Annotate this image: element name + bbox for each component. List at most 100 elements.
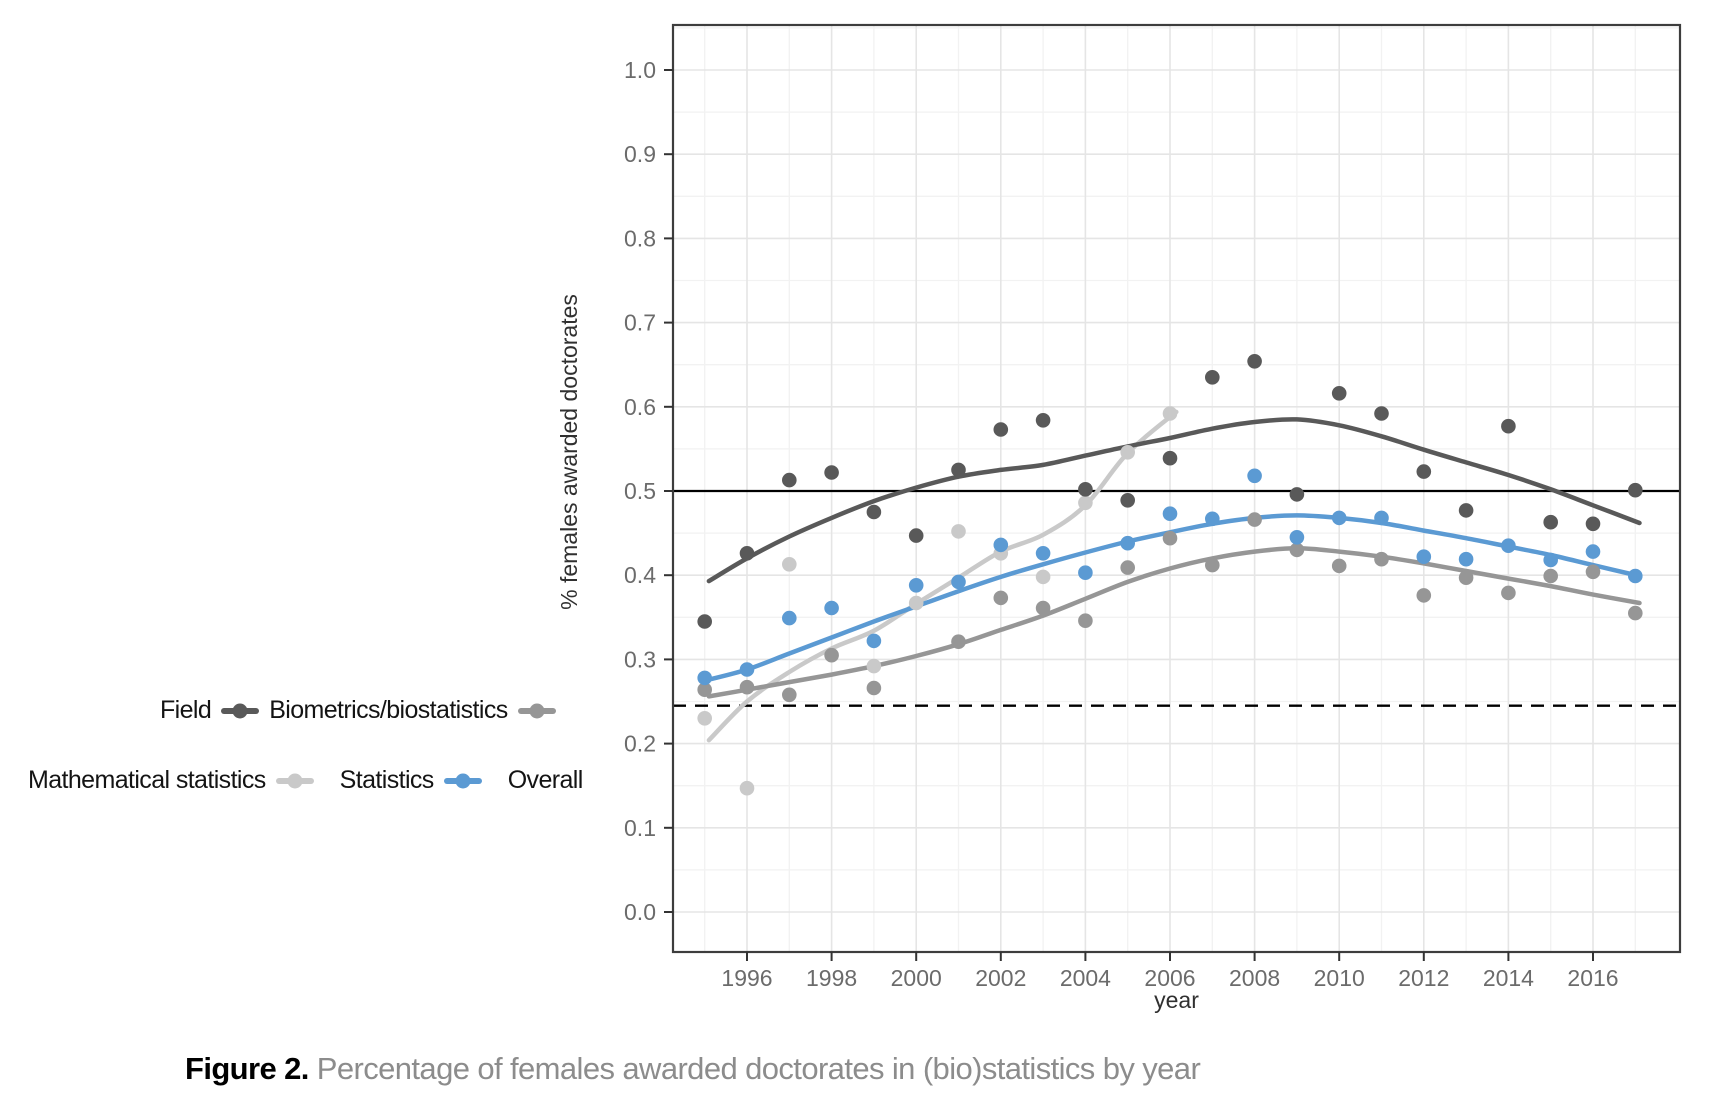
y-tick-label: 0.0 bbox=[624, 899, 656, 925]
data-point bbox=[1120, 535, 1135, 551]
y-axis-title: % females awarded doctorates bbox=[556, 294, 582, 610]
data-point bbox=[1416, 464, 1432, 479]
data-point bbox=[1458, 503, 1474, 518]
data-points bbox=[697, 468, 1643, 686]
data-point bbox=[1585, 544, 1601, 559]
data-point bbox=[1458, 570, 1474, 585]
data-point bbox=[1078, 565, 1093, 580]
data-point bbox=[1078, 495, 1093, 511]
y-tick-label: 0.9 bbox=[624, 141, 656, 167]
data-point bbox=[993, 590, 1009, 606]
data-point bbox=[739, 662, 755, 677]
data-point bbox=[866, 680, 882, 696]
data-point bbox=[1247, 512, 1262, 527]
data-point bbox=[1247, 468, 1262, 484]
data-point bbox=[1331, 510, 1347, 526]
legend-label-overall: Overall bbox=[507, 766, 584, 794]
legend-key-statistics-icon bbox=[275, 772, 314, 790]
data-point bbox=[1162, 406, 1178, 421]
figure-caption-label: Figure 2. bbox=[185, 1051, 309, 1086]
figure-caption-text: Percentage of females awarded doctorates… bbox=[316, 1051, 1201, 1086]
data-point bbox=[1247, 354, 1262, 369]
data-point bbox=[1374, 551, 1389, 567]
legend-title: Field bbox=[160, 696, 212, 724]
legend-row-2: Mathematical statistics Statistics Overa… bbox=[28, 766, 583, 795]
data-points bbox=[697, 354, 1643, 629]
x-tick-label: 2000 bbox=[891, 965, 942, 991]
data-point bbox=[1416, 588, 1432, 603]
data-point bbox=[908, 578, 924, 593]
data-point bbox=[1162, 530, 1178, 546]
grid-minor bbox=[673, 25, 1680, 952]
data-point bbox=[951, 574, 966, 590]
data-point bbox=[1289, 542, 1305, 558]
x-axis-title: year bbox=[1154, 987, 1199, 1013]
data-point bbox=[1628, 482, 1643, 498]
data-point bbox=[1585, 564, 1601, 580]
data-point bbox=[1374, 406, 1389, 421]
data-point bbox=[1035, 569, 1051, 585]
data-point bbox=[866, 504, 882, 520]
legend-key-overall-icon bbox=[443, 772, 482, 790]
data-point bbox=[1035, 600, 1051, 616]
y-tick-label: 0.7 bbox=[624, 310, 656, 336]
data-point bbox=[1205, 370, 1220, 385]
data-point bbox=[1205, 557, 1220, 573]
legend-key-biometrics-icon bbox=[221, 702, 260, 720]
data-point bbox=[1543, 568, 1558, 584]
data-point bbox=[1289, 487, 1305, 502]
data-point bbox=[739, 679, 755, 695]
y-tick-label: 0.1 bbox=[624, 815, 656, 841]
x-tick-label: 2016 bbox=[1567, 965, 1618, 991]
trend-line bbox=[706, 417, 1642, 584]
x-tick-label: 2006 bbox=[1144, 965, 1195, 991]
y-tick-label: 0.5 bbox=[624, 478, 656, 504]
data-point bbox=[1331, 558, 1347, 574]
data-point bbox=[739, 546, 755, 561]
data-point bbox=[1205, 511, 1220, 527]
legend-label-mathematical-statistics: Mathematical statistics bbox=[28, 766, 266, 794]
data-point bbox=[1162, 450, 1178, 466]
data-point bbox=[824, 600, 839, 616]
data-point bbox=[1585, 516, 1601, 532]
data-point bbox=[782, 610, 797, 626]
data-point bbox=[782, 472, 797, 488]
data-point bbox=[824, 647, 839, 663]
y-tick-label: 0.2 bbox=[624, 731, 656, 757]
data-point bbox=[782, 687, 797, 703]
data-point bbox=[951, 462, 966, 478]
data-point bbox=[782, 557, 797, 572]
data-point bbox=[824, 465, 839, 480]
trend-line bbox=[706, 546, 1642, 699]
trend-line bbox=[706, 409, 1179, 743]
data-point bbox=[993, 422, 1009, 437]
figure-caption: Figure 2. Percentage of females awarded d… bbox=[185, 1050, 1201, 1089]
data-point bbox=[1078, 613, 1093, 628]
plot-panel bbox=[673, 25, 1680, 952]
y-tick-label: 1.0 bbox=[624, 57, 656, 83]
data-point bbox=[1543, 552, 1558, 568]
data-points bbox=[697, 512, 1643, 703]
data-point bbox=[1035, 413, 1051, 428]
data-point bbox=[951, 524, 966, 539]
data-point bbox=[697, 711, 712, 726]
x-tick-label: 1996 bbox=[721, 965, 772, 991]
x-tick-label: 2010 bbox=[1314, 965, 1365, 991]
data-point bbox=[1628, 605, 1643, 621]
data-point bbox=[1331, 386, 1347, 401]
data-point bbox=[1035, 546, 1051, 561]
data-point bbox=[739, 780, 755, 796]
data-point bbox=[1120, 493, 1135, 508]
data-point bbox=[1078, 482, 1093, 497]
data-point bbox=[1120, 560, 1135, 575]
x-tick-label: 2004 bbox=[1060, 965, 1111, 991]
legend-key-mathematical-statistics-icon bbox=[517, 702, 556, 720]
legend-label-biometrics: Biometrics/biostatistics bbox=[269, 696, 508, 724]
data-point bbox=[697, 682, 712, 697]
y-tick-label: 0.4 bbox=[624, 562, 656, 588]
legend-label-statistics: Statistics bbox=[339, 766, 435, 794]
data-point bbox=[908, 595, 924, 611]
axis-ticks bbox=[664, 69, 1594, 961]
